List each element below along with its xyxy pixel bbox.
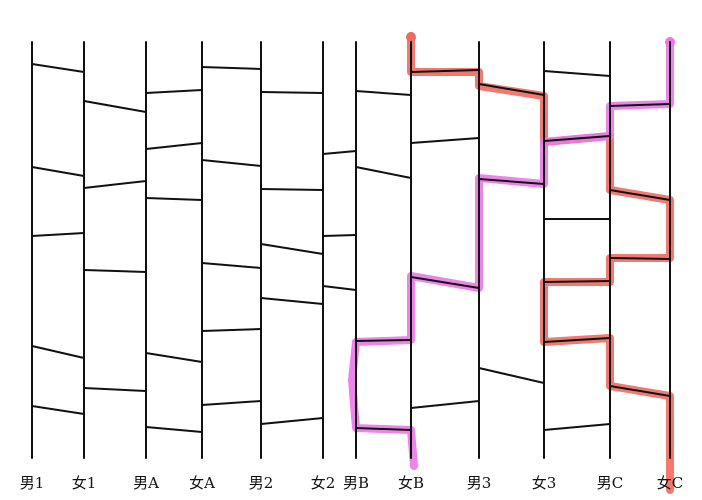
rung-10 (145, 89, 203, 94)
rung-34 (410, 276, 480, 289)
rung-2 (31, 166, 85, 177)
rung-44 (543, 423, 611, 431)
rung-6 (83, 100, 147, 113)
rung-32 (410, 69, 480, 73)
line-label: 女1 (72, 474, 97, 492)
rung-7 (83, 180, 147, 189)
line-label: 女3 (532, 474, 557, 492)
rung-40 (543, 135, 611, 142)
rung-15 (201, 66, 262, 70)
rung-45 (609, 103, 671, 107)
rung-3 (31, 232, 85, 237)
rung-20 (260, 91, 324, 94)
rung-26 (322, 234, 357, 237)
rung-48 (609, 385, 671, 397)
rung-1 (31, 63, 85, 73)
rung-5 (31, 405, 85, 415)
line-label: 女A (189, 474, 215, 492)
line-label: 男A (133, 474, 159, 492)
rung-31 (355, 427, 412, 431)
rung-22 (260, 243, 324, 255)
rung-21 (260, 188, 324, 191)
line-label: 男2 (249, 474, 274, 492)
line-label: 女2 (311, 474, 336, 492)
line-label: 男C (597, 474, 623, 492)
line-label: 女C (657, 474, 683, 492)
rung-28 (355, 90, 412, 96)
rung-39 (543, 70, 611, 77)
line-label: 男3 (467, 474, 492, 492)
rung-8 (83, 269, 147, 273)
path-red-start-dot (406, 32, 416, 42)
rung-13 (145, 352, 203, 363)
rung-30 (355, 339, 412, 342)
rung-11 (145, 142, 203, 150)
rung-35 (410, 400, 480, 409)
rung-38 (478, 367, 545, 384)
rung-47 (609, 257, 671, 260)
rung-12 (145, 197, 203, 201)
rung-36 (478, 83, 545, 96)
rung-18 (201, 328, 262, 332)
rung-9 (83, 387, 147, 392)
rung-43 (543, 337, 611, 343)
line-label: 男1 (20, 474, 45, 492)
rung-25 (322, 150, 357, 155)
rung-46 (609, 189, 671, 201)
rung-33 (410, 137, 480, 144)
rung-17 (201, 262, 262, 269)
rung-16 (201, 159, 262, 167)
rung-27 (322, 285, 357, 291)
rung-24 (260, 417, 324, 425)
line-label: 男B (343, 474, 369, 492)
rung-29 (355, 166, 412, 179)
rung-4 (31, 345, 85, 359)
line-label: 女B (398, 474, 424, 492)
rung-42 (543, 280, 611, 283)
rung-19 (201, 400, 262, 406)
rung-14 (145, 426, 203, 433)
rung-23 (260, 297, 324, 305)
rung-37 (478, 178, 545, 185)
